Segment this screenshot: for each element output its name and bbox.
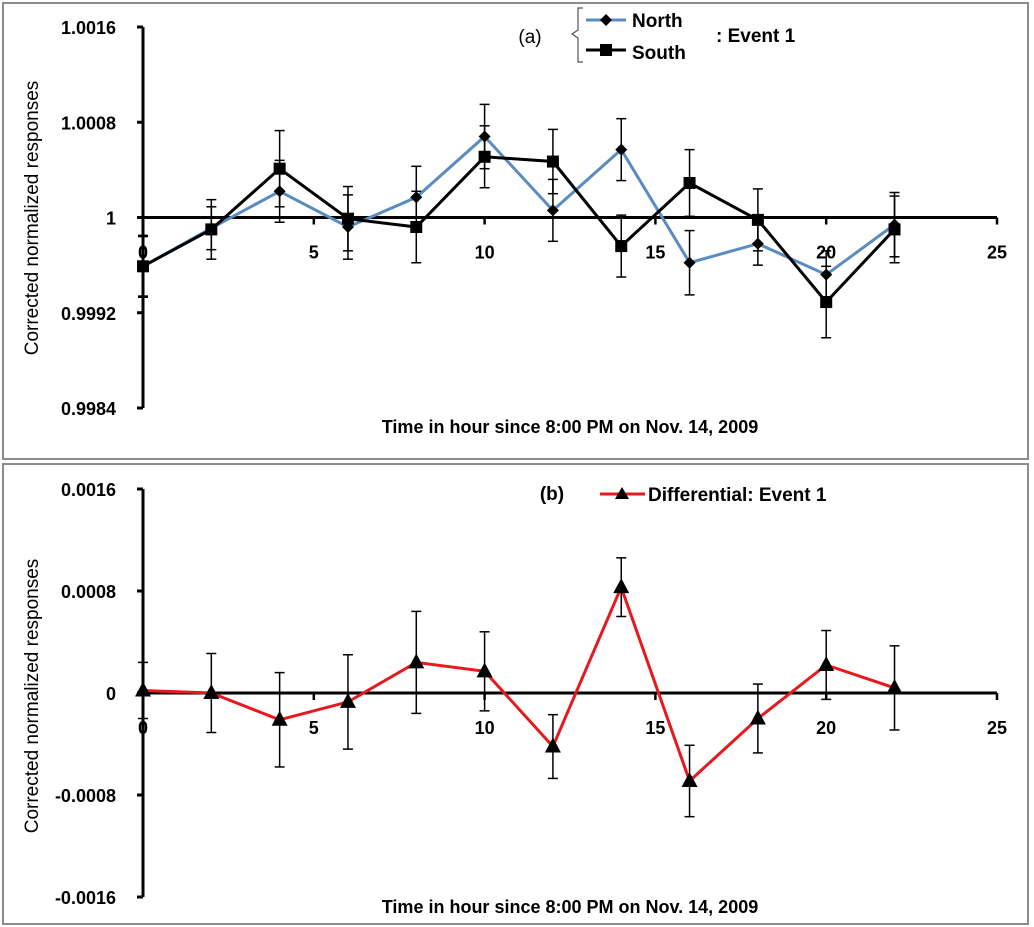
north-series-line bbox=[142, 134, 896, 277]
panel-b-ylabel: Corrected normalized responses bbox=[22, 559, 43, 834]
panel-b-xtick-label: 10 bbox=[475, 718, 495, 738]
panel-a-xtick-label: 5 bbox=[309, 243, 319, 263]
panel-a-label: (a) bbox=[518, 27, 541, 48]
legend-brace bbox=[570, 7, 583, 63]
panel-a-ylabel: Corrected normalized responses bbox=[22, 81, 43, 356]
differential-event-1-point bbox=[135, 681, 151, 697]
panel-b-xtick-label: 15 bbox=[645, 718, 665, 738]
panel-b-ytick-label: 0.0008 bbox=[61, 582, 116, 602]
legend-differential-label: Differential: Event 1 bbox=[648, 485, 827, 506]
south-point bbox=[205, 223, 218, 236]
panel-b-ytick-label: 0 bbox=[106, 684, 116, 704]
differential-event-1-point bbox=[886, 678, 903, 694]
legend-south-marker bbox=[600, 44, 612, 56]
panel-a-xtick-label: 15 bbox=[645, 243, 665, 263]
north-point bbox=[683, 256, 696, 269]
south-point bbox=[478, 150, 491, 163]
panel-a-ytick-label: 1 bbox=[106, 209, 116, 229]
panel-a-xtick-label: 25 bbox=[987, 243, 1007, 263]
plot-layer: 0.9984 0.9992 1 1.0008 1.0016 0 5 10 15 20 25 -0.00… bbox=[55, 18, 1007, 908]
panel-b-ytick-label: 0.0016 bbox=[61, 480, 116, 500]
differential-event-1-point bbox=[749, 709, 766, 725]
differential-event-1-point bbox=[203, 684, 220, 699]
differential-event-1-point bbox=[613, 578, 630, 594]
differential-event-1-point bbox=[271, 710, 288, 726]
panel-b-label: (b) bbox=[540, 484, 564, 505]
legend-north-label: North bbox=[632, 11, 683, 32]
south-point bbox=[546, 155, 559, 168]
legend-event-label: : Event 1 bbox=[716, 26, 796, 47]
differential-event-1-point bbox=[544, 737, 561, 753]
differential-event-1-point bbox=[476, 662, 493, 678]
panel-b-xlabel: Time in hour since 8:00 PM on Nov. 14, 2… bbox=[382, 897, 758, 917]
differential-event-1-point bbox=[818, 655, 835, 671]
panel-b-ytick-label: -0.0008 bbox=[55, 786, 116, 806]
south-series-line bbox=[142, 155, 896, 305]
panel-b-xtick-label: 20 bbox=[816, 718, 836, 738]
south-point bbox=[615, 240, 628, 253]
chart-panel-a bbox=[2, 2, 1029, 460]
north-point bbox=[546, 204, 559, 217]
panel-b-xtick-label: 5 bbox=[309, 718, 319, 738]
south-point bbox=[341, 212, 354, 225]
panel-a-ytick-label: 1.0016 bbox=[61, 18, 116, 38]
south-point bbox=[410, 221, 423, 234]
panel-b-ytick-label: -0.0016 bbox=[55, 888, 116, 908]
differential-event-1-point bbox=[408, 653, 425, 669]
differential-event-1-point bbox=[339, 692, 356, 708]
panel-b-xtick-label: 25 bbox=[987, 718, 1007, 738]
south-point bbox=[888, 223, 901, 236]
south-point bbox=[751, 213, 764, 226]
south-point bbox=[137, 260, 149, 273]
south-point bbox=[683, 176, 696, 189]
legend-south-label: South bbox=[632, 43, 686, 64]
south-point bbox=[273, 162, 286, 175]
panel-a-ytick-label: 0.9984 bbox=[61, 399, 116, 419]
differential-event-1-series-line bbox=[142, 583, 895, 784]
south-point bbox=[820, 296, 833, 309]
north-point bbox=[615, 143, 628, 156]
panel-a-xtick-label: 10 bbox=[475, 243, 495, 263]
legend-north-marker bbox=[600, 14, 612, 26]
panel-a-xlabel: Time in hour since 8:00 PM on Nov. 14, 2… bbox=[382, 417, 758, 437]
differential-event-1-point bbox=[681, 771, 698, 787]
panel-a-ytick-label: 1.0008 bbox=[61, 113, 116, 133]
legend-differential-marker bbox=[615, 487, 629, 499]
panel-b-xtick-label: 0 bbox=[138, 718, 148, 738]
panel-a-ytick-label: 0.9992 bbox=[61, 304, 116, 324]
